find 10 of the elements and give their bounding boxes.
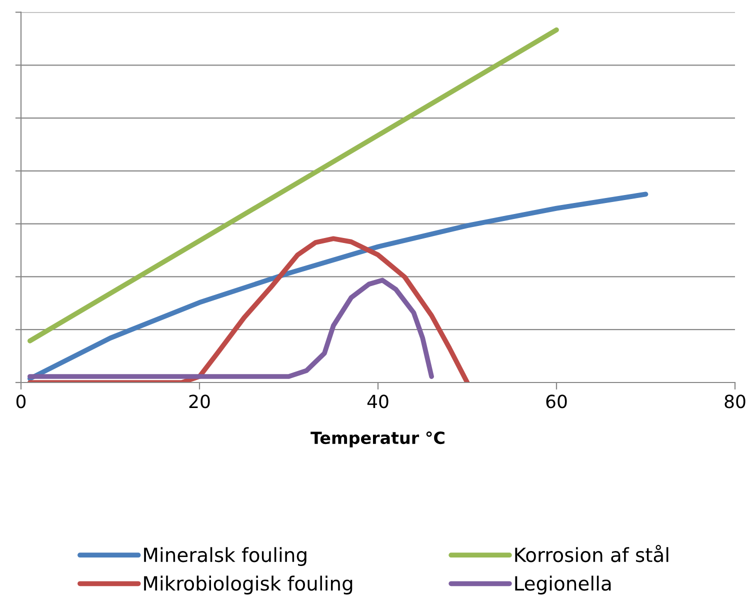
- legend-label: Mineralsk fouling: [144, 547, 306, 566]
- legend-label: Mikrobiologisk fouling: [144, 576, 352, 594]
- x-tick-label: 40: [367, 394, 388, 408]
- legend-label: Korrosion af stål: [515, 544, 668, 562]
- x-tick-label: 60: [546, 394, 567, 408]
- x-axis-title: Temperatur °C: [310, 431, 444, 448]
- legend-label: Legionella: [515, 576, 611, 594]
- x-tick-label: 80: [724, 394, 746, 408]
- x-tick-label: 20: [189, 394, 210, 408]
- x-tick-label: 0: [16, 394, 26, 408]
